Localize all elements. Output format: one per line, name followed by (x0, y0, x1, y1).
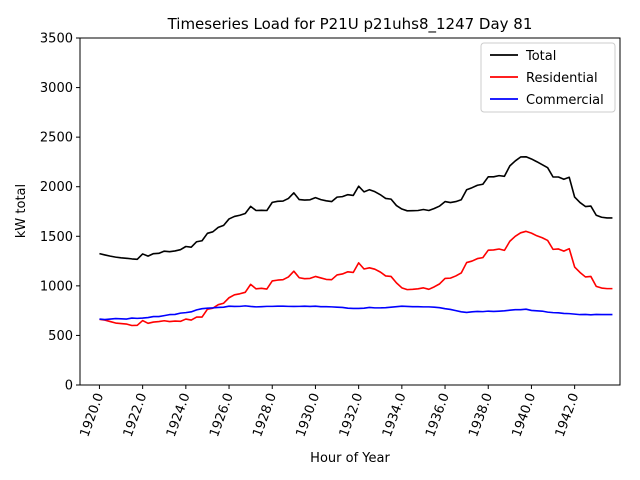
y-tick-label: 3500 (40, 32, 73, 47)
x-axis: 1920.0 1922.0 1924.0 1926.0 1928.0 1930.0 1932… (78, 385, 583, 439)
legend-label-commercial: Commercial (526, 93, 604, 108)
x-tick-label: 1928.0 (250, 391, 280, 439)
y-axis-title: kW total (14, 184, 29, 238)
series-layer (99, 157, 612, 326)
x-tick-label: 1932.0 (337, 391, 367, 439)
x-tick-label: 1926.0 (207, 391, 237, 439)
y-tick-label: 3000 (40, 81, 73, 96)
y-tick-label: 1500 (40, 230, 73, 245)
y-axis: 0 500 1000 1500 2000 2500 3000 3500 (40, 32, 80, 394)
x-tick-label: 1930.0 (294, 391, 324, 439)
legend-label-total: Total (525, 49, 556, 64)
x-tick-label: 1936.0 (423, 391, 453, 439)
series-line-commercial (99, 306, 612, 320)
series-line-total (99, 157, 612, 260)
y-tick-label: 0 (65, 379, 73, 394)
legend-label-residential: Residential (526, 71, 598, 86)
x-tick-label: 1934.0 (380, 391, 410, 439)
chart-title: Timeseries Load for P21U p21uhs8_1247 Da… (167, 15, 533, 34)
x-tick-label: 1940.0 (510, 391, 540, 439)
x-tick-label: 1942.0 (553, 391, 583, 439)
x-tick-label: 1924.0 (164, 391, 194, 439)
y-tick-label: 2500 (40, 131, 73, 146)
x-tick-label: 1922.0 (121, 391, 151, 439)
y-tick-label: 1000 (40, 279, 73, 294)
x-axis-title: Hour of Year (310, 451, 390, 466)
x-tick-label: 1920.0 (78, 391, 108, 439)
y-tick-label: 500 (48, 329, 73, 344)
y-tick-label: 2000 (40, 180, 73, 195)
x-tick-label: 1938.0 (466, 391, 496, 439)
line-chart: Timeseries Load for P21U p21uhs8_1247 Da… (0, 0, 640, 480)
legend: Total Residential Commercial (481, 43, 615, 112)
